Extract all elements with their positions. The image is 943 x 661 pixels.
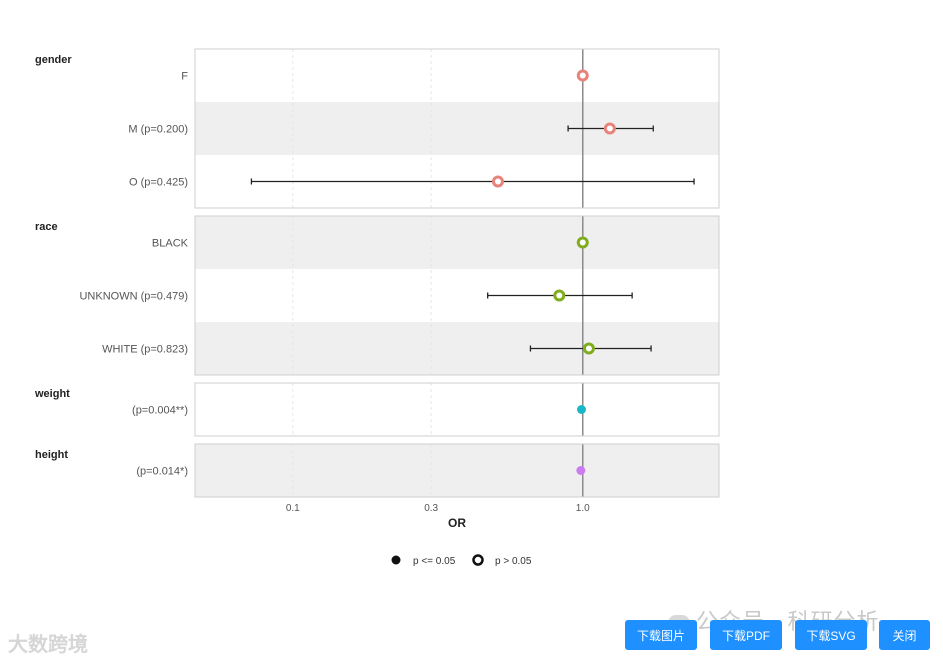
toolbar: 下载图片 下载PDF 下载SVG 关闭	[0, 620, 943, 652]
legend-label: p <= 0.05	[413, 556, 456, 567]
panel-border	[194, 215, 720, 376]
point-filled	[576, 466, 586, 475]
panel-border	[194, 443, 720, 498]
row-label: (p=0.014*)	[136, 466, 188, 478]
watermark-left: 大数跨境	[8, 628, 88, 657]
download-image-button[interactable]: 下载图片	[625, 620, 697, 650]
row-shade	[195, 216, 719, 269]
panel-border	[194, 382, 720, 437]
row-shade	[195, 444, 719, 497]
row-label: (p=0.004**)	[132, 405, 188, 417]
panel-bg	[195, 383, 719, 436]
point-hollow	[576, 69, 589, 82]
row-label: BLACK	[152, 238, 189, 250]
row-label: WHITE (p=0.823)	[102, 344, 188, 356]
row-label: UNKNOWN (p=0.479)	[79, 291, 188, 303]
legend-label: p > 0.05	[495, 556, 532, 567]
group-label-height: height	[35, 449, 68, 461]
group-label-gender: gender	[35, 54, 72, 66]
x-axis-title: OR	[448, 516, 466, 530]
row-label: F	[181, 71, 188, 83]
point-hollow	[491, 175, 504, 188]
download-pdf-button[interactable]: 下载PDF	[710, 620, 782, 650]
watermark-left-text: 大数跨境	[8, 634, 88, 656]
legend-marker-hollow	[472, 554, 484, 566]
x-tick-label: 1.0	[576, 503, 590, 514]
x-tick-label: 0.3	[424, 503, 438, 514]
download-svg-button[interactable]: 下载SVG	[795, 620, 867, 650]
point-filled	[576, 405, 586, 414]
row-label: M (p=0.200)	[128, 124, 188, 136]
point-hollow	[553, 289, 566, 302]
point-hollow	[576, 236, 589, 249]
group-label-weight: weight	[34, 388, 70, 400]
panel-border	[194, 48, 720, 209]
group-label-race: race	[35, 221, 58, 233]
legend-marker-filled	[391, 555, 401, 565]
point-hollow	[582, 342, 595, 355]
row-label: O (p=0.425)	[129, 177, 188, 189]
close-button[interactable]: 关闭	[879, 620, 930, 650]
x-tick-label: 0.1	[286, 503, 300, 514]
point-hollow	[603, 122, 616, 135]
